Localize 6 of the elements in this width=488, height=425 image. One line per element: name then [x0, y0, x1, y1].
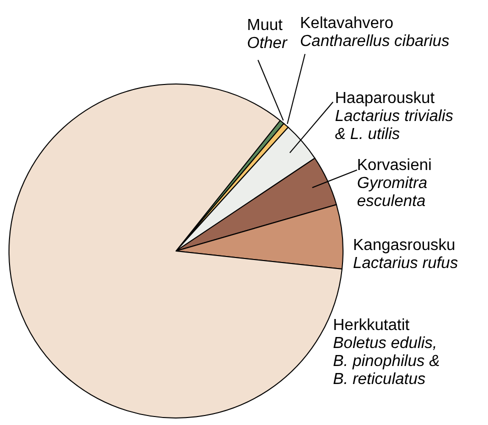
slice-label: Korvasieni Gyromitra esculenta [357, 157, 432, 210]
slice-label: Keltavahvero Cantharellus cibarius [300, 15, 450, 50]
slice-label: Muut Other [247, 17, 288, 52]
slice-label: Herkkutatit Boletus edulis, B. pinophilus & B. reticulatus [333, 317, 440, 388]
slice-label: Haaparouskut Lactarius trivialis & L. utilis [335, 90, 454, 143]
slice-label: Kangasrousku Lactarius rufus [353, 237, 458, 272]
